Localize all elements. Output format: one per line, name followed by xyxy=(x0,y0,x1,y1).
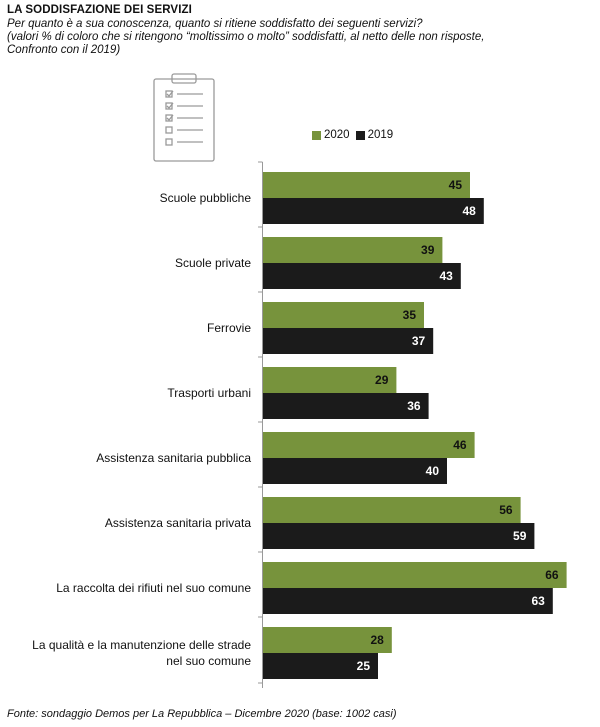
category-label: Assistenza sanitaria pubblica xyxy=(96,451,251,465)
bar-2019 xyxy=(263,198,484,224)
data-label-2020: 46 xyxy=(453,438,467,452)
legend-label-2019: 2019 xyxy=(367,129,394,141)
data-label-2019: 63 xyxy=(531,594,545,608)
legend-label-2020: 2020 xyxy=(324,129,350,141)
bar-2020 xyxy=(263,432,475,458)
source-note: Fonte: sondaggio Demos per La Repubblica… xyxy=(7,708,397,720)
bar-2019 xyxy=(263,263,461,289)
legend-swatch-2019 xyxy=(355,130,365,140)
data-label-2019: 48 xyxy=(462,204,476,218)
bar-2019 xyxy=(263,523,535,549)
data-label-2020: 56 xyxy=(499,503,513,517)
data-label-2019: 40 xyxy=(426,464,440,478)
chart-subtitle: Per quanto è a sua conoscenza, quanto si… xyxy=(7,18,592,57)
bar-2019 xyxy=(263,588,553,614)
chart-legend: 2020 2019 xyxy=(312,129,399,141)
data-label-2019: 25 xyxy=(357,659,371,673)
category-label: Scuole private xyxy=(175,256,251,270)
data-label-2020: 45 xyxy=(449,178,463,192)
bar-2020 xyxy=(263,172,470,198)
subtitle-line: Confronto con il 2019) xyxy=(7,44,121,56)
data-label-2020: 66 xyxy=(545,568,559,582)
category-label: Trasporti urbani xyxy=(167,386,251,400)
bar-2019 xyxy=(263,653,378,679)
bar-2019 xyxy=(263,458,447,484)
legend-item-2020: 2020 xyxy=(312,129,350,141)
bar-2019 xyxy=(263,328,434,354)
data-label-2019: 36 xyxy=(407,399,421,413)
data-label-2020: 35 xyxy=(403,308,417,322)
category-label: La qualità e la manutenzione delle strad… xyxy=(32,638,251,652)
bar-2019 xyxy=(263,393,429,419)
legend-swatch-2020 xyxy=(312,130,321,140)
subtitle-line: Per quanto è a sua conoscenza, quanto si… xyxy=(7,18,423,30)
category-label: nel suo comune xyxy=(166,654,251,668)
bar-2020 xyxy=(263,497,521,523)
subtitle-line: (valori % di coloro che si ritengono “mo… xyxy=(7,31,485,43)
legend-item-2019: 2019 xyxy=(355,129,394,141)
data-label-2019: 59 xyxy=(513,529,527,543)
data-label-2019: 37 xyxy=(412,334,426,348)
data-label-2019: 43 xyxy=(439,269,453,283)
bar-2020 xyxy=(263,237,443,263)
bar-2020 xyxy=(263,627,392,653)
data-label-2020: 29 xyxy=(375,373,389,387)
data-label-2020: 39 xyxy=(421,243,435,257)
data-label-2020: 28 xyxy=(370,633,384,647)
clipboard-checklist-icon xyxy=(153,73,215,162)
category-label: Ferrovie xyxy=(207,321,251,335)
category-label: Assistenza sanitaria privata xyxy=(105,516,251,530)
category-label: La raccolta dei rifiuti nel suo comune xyxy=(56,581,251,595)
bar-2020 xyxy=(263,367,397,393)
category-label: Scuole pubbliche xyxy=(160,191,252,205)
bar-2020 xyxy=(263,302,424,328)
bar-2020 xyxy=(263,562,567,588)
chart-title: LA SODDISFAZIONE DEI SERVIZI xyxy=(7,4,192,16)
